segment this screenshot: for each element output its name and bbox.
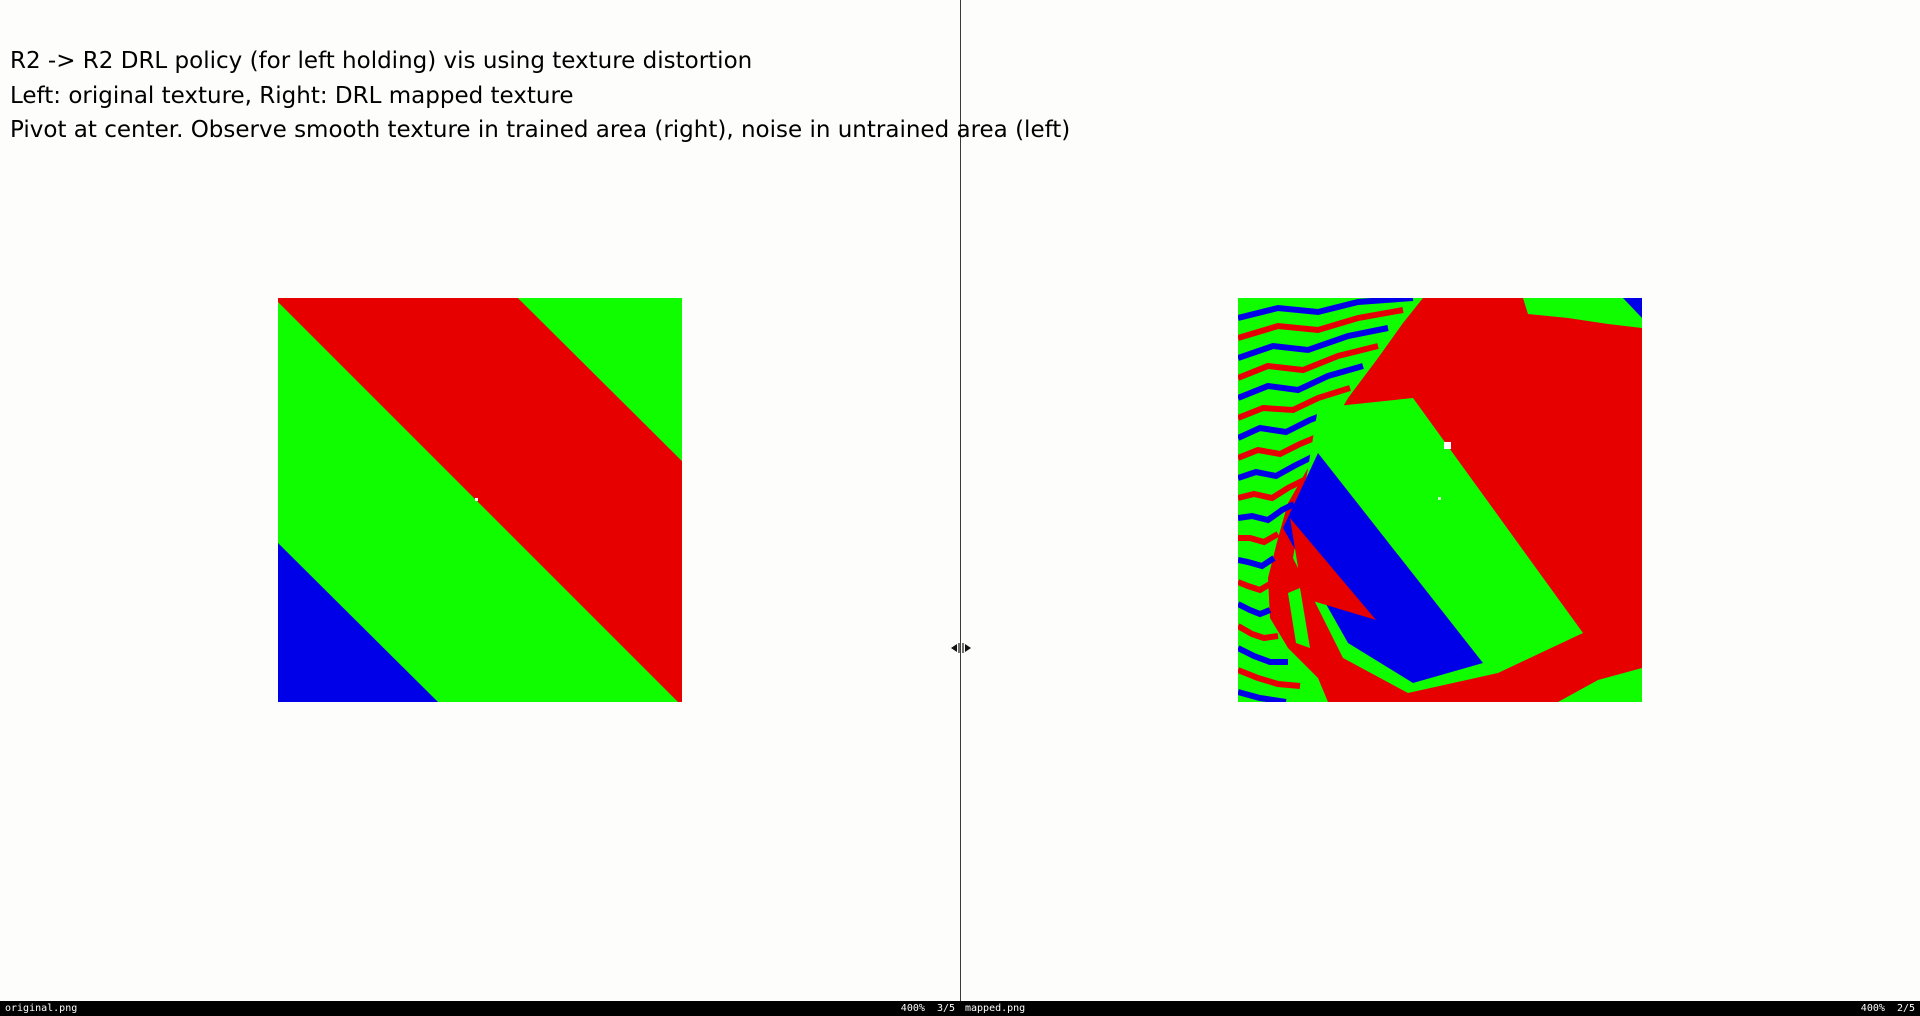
left-status-pane: original.png 400% 3/5 [0,1001,960,1016]
right-index: 2/5 [1896,1003,1915,1014]
overlay-caption: R2 -> R2 DRL policy (for left holding) v… [10,44,1070,148]
right-zoom: 400% [1860,1003,1885,1014]
mapped-image [1238,298,1642,702]
left-index: 3/5 [936,1003,955,1014]
original-image [278,298,682,702]
left-zoom-index: 400% 3/5 [901,1001,955,1016]
status-bar: original.png 400% 3/5 mapped.png 400% 2/… [0,1001,1920,1016]
caption-line-3: Pivot at center. Observe smooth texture … [10,117,1071,143]
caption-line-2: Left: original texture, Right: DRL mappe… [10,82,574,109]
right-filename: mapped.png [965,1003,1026,1014]
left-filename: original.png [5,1003,78,1014]
right-zoom-index: 400% 2/5 [1861,1001,1915,1016]
caption-line-1: R2 -> R2 DRL policy (for left holding) v… [10,48,753,74]
resize-horizontal-icon[interactable] [950,642,972,654]
right-status-pane: mapped.png 400% 2/5 [960,1001,1920,1016]
split-divider[interactable] [960,0,961,1001]
left-zoom: 400% [900,1003,925,1014]
